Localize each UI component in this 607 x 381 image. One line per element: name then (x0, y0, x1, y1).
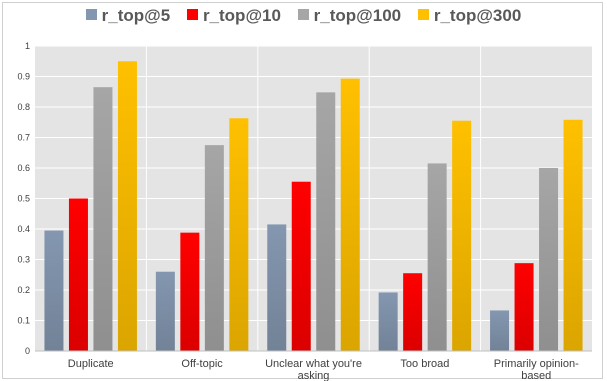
bar-r-top-10-2 (180, 232, 200, 351)
y-axis: 0 0.1 0.2 0.3 0.4 0.5 0.6 0.7 0.8 0.9 1 (17, 41, 30, 356)
bar-r-top-5-4 (378, 292, 398, 351)
bars (44, 61, 583, 352)
bar-r-top-5-5 (490, 310, 510, 351)
bar-r-top-100-5 (539, 168, 559, 351)
x-axis: Duplicate Off-topic Unclear what you're ask… (35, 350, 592, 381)
x-category-label: Too broad (400, 358, 449, 370)
legend-label-r-top-300: r_top@300 (433, 6, 522, 25)
legend-label-r-top-5: r_top@5 (101, 6, 171, 25)
bar-r-top-100-2 (204, 145, 224, 351)
legend-swatch-r-top-10 (186, 9, 198, 20)
y-tick-label: 0.7 (17, 133, 30, 143)
y-tick-label: 0 (25, 346, 30, 356)
bar-r-top-10-4 (403, 273, 423, 351)
bar-r-top-5-2 (155, 271, 175, 351)
bar-r-top-5-1 (44, 230, 64, 351)
legend-swatch-r-top-300 (417, 9, 429, 20)
bar-r-top-10-5 (514, 263, 534, 351)
bar-r-top-100-4 (427, 163, 447, 351)
y-tick-label: 0.9 (17, 72, 30, 82)
bar-r-top-10-1 (68, 198, 88, 351)
y-tick-label: 0.2 (17, 285, 30, 295)
bar-r-top-300-2 (229, 118, 249, 351)
bar-r-top-5-3 (267, 224, 287, 351)
y-tick-label: 0.5 (17, 194, 30, 204)
legend-swatch-r-top-100 (297, 9, 309, 20)
y-tick-label: 0.3 (17, 255, 30, 265)
x-category-label: Unclear what you're asking (265, 358, 362, 381)
bar-r-top-100-3 (316, 92, 336, 352)
legend-label-r-top-10: r_top@10 (202, 6, 281, 25)
bar-r-top-300-5 (563, 119, 583, 351)
category-separators (145, 46, 482, 351)
bar-r-top-300-1 (117, 61, 137, 351)
y-tick-label: 0.6 (17, 163, 30, 173)
legend-label-r-top-100: r_top@100 (313, 6, 402, 25)
legend: r_top@5 r_top@10 r_top@100 r_top@300 (0, 6, 607, 26)
y-tick-label: 0.1 (17, 316, 30, 326)
bar-r-top-300-4 (452, 120, 472, 351)
y-tick-label: 1 (25, 41, 30, 51)
bar-r-top-300-3 (340, 78, 360, 351)
bar-r-top-10-3 (291, 181, 311, 351)
legend-item-r-top-10: r_top@10 (186, 6, 281, 26)
y-tick-label: 0.4 (17, 224, 30, 234)
legend-item-r-top-5: r_top@5 (85, 6, 171, 26)
legend-item-r-top-100: r_top@100 (297, 6, 402, 26)
x-category-label: Off-topic (181, 358, 223, 370)
x-category-label: Primarily opinion-based (494, 358, 579, 381)
y-tick-label: 0.8 (17, 102, 30, 112)
bar-r-top-100-1 (93, 87, 113, 352)
legend-item-r-top-300: r_top@300 (417, 6, 522, 26)
x-category-label: Duplicate (68, 358, 114, 370)
legend-swatch-r-top-5 (85, 9, 97, 20)
